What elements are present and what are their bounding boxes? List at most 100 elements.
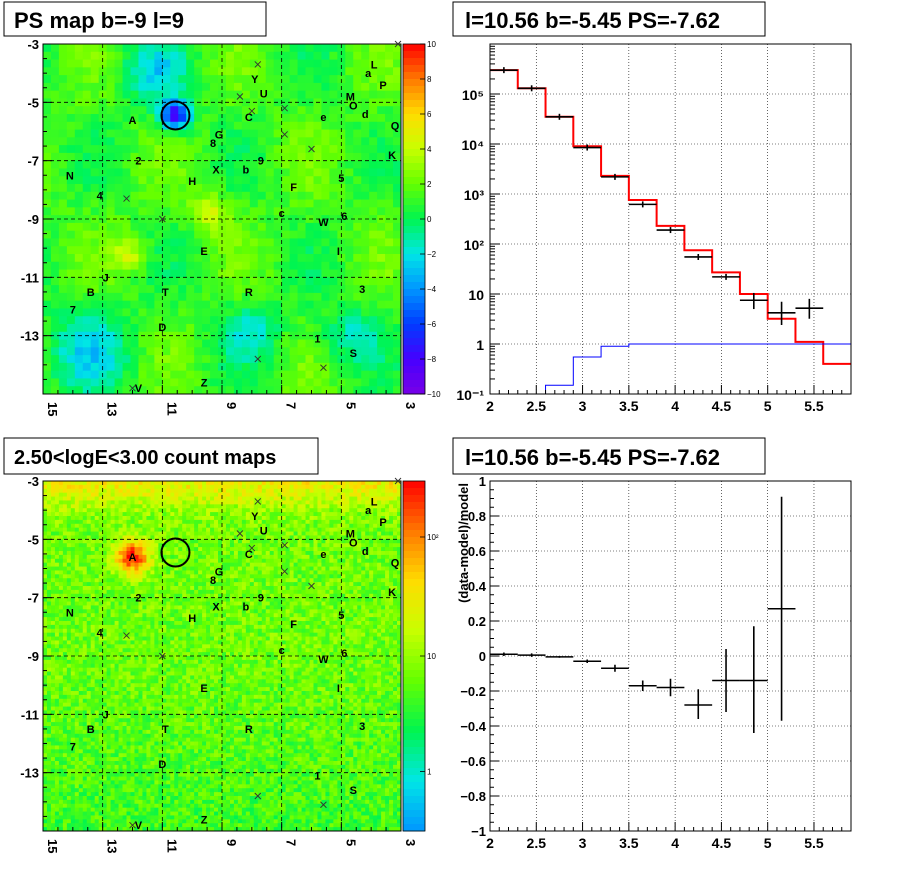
model-total-histogram	[490, 69, 851, 365]
x-marker	[129, 384, 136, 392]
source-label: 5	[338, 173, 344, 185]
map-x-tick-label: 13	[105, 839, 120, 853]
source-label: Z	[201, 377, 208, 389]
source-label: Z	[201, 814, 208, 826]
y-tick-label: 0.2	[468, 614, 486, 629]
x-tick-label: 5.5	[804, 398, 824, 414]
source-label: D	[158, 759, 166, 771]
x-marker	[320, 801, 327, 809]
source-label: 3	[359, 284, 365, 296]
map-x-tick-label: 7	[284, 402, 299, 409]
data-point	[545, 113, 574, 120]
source-label: V	[135, 820, 143, 832]
map-grid	[43, 44, 401, 394]
source-label: H	[188, 176, 196, 188]
title-map2: 2.50<logE<3.00 count maps	[14, 447, 276, 469]
residual-ticks	[489, 480, 852, 832]
map-x-tick-label: 3	[403, 839, 418, 846]
x-marker	[248, 544, 256, 552]
source-label: e	[320, 112, 326, 124]
x-tick-label: 4.5	[712, 398, 732, 414]
data-point	[656, 227, 685, 234]
source-label: T	[162, 287, 169, 299]
residual-panel: 2 2.5 3 3.5 4 4.5 5 5.5 1 0.8 0.6 0.4 0.2 0 −0.2 −0.4 −0…	[456, 474, 852, 851]
colorbar-tick-label: 2	[427, 180, 432, 189]
colorbar-tick-label: −4	[427, 285, 437, 294]
y-tick-label: 0	[479, 649, 486, 664]
source-label: 8	[210, 575, 216, 587]
spectrum-panel: 2 2.5 3 3.5 4 4.5 5 5.5 10⁻¹ 1 10 10² 10³ 10⁴ 10⁵	[456, 43, 852, 414]
colorbar-tick-label: −8	[427, 355, 437, 364]
colorbar-tick-label: −2	[427, 250, 437, 259]
y-tick-label: 10⁴	[462, 137, 485, 153]
x-marker	[236, 93, 244, 100]
residual-point	[601, 664, 629, 672]
map-y-tick-label: -5	[27, 532, 39, 547]
source-markers	[123, 477, 402, 829]
source-label: a	[365, 68, 372, 80]
residual-point	[684, 689, 713, 719]
source-label: T	[162, 724, 169, 736]
map-y-tick-label: -9	[27, 212, 39, 227]
source-label: W	[318, 217, 329, 229]
source-label: c	[279, 645, 285, 657]
source-label: C	[245, 549, 253, 561]
source-label: 5	[338, 610, 344, 622]
x-tick-label: 3	[579, 835, 587, 851]
spectrum-grid	[490, 44, 851, 394]
x-marker	[308, 582, 315, 590]
source-label: I	[337, 683, 340, 695]
source-label: E	[200, 246, 207, 258]
y-tick-label: −0.6	[460, 754, 486, 769]
source-label: 2	[135, 156, 141, 168]
source-label: 9	[258, 156, 264, 168]
map-y-tick-label: -11	[21, 270, 39, 285]
map-ticks	[42, 480, 402, 832]
source-label: 1	[314, 334, 320, 346]
source-label: S	[350, 348, 357, 360]
source-label: 6	[341, 648, 347, 660]
source-label: 7	[70, 304, 76, 316]
x-marker	[236, 530, 244, 537]
title-box-spec2: l=10.56 b=-5.45 PS=-7.62	[452, 437, 766, 475]
x-tick-label: 2	[486, 398, 494, 414]
colorbar-tick-label: 8	[427, 75, 432, 84]
map-y-tick-label: -7	[27, 154, 39, 169]
source-label: a	[365, 505, 372, 517]
residual-point	[712, 649, 740, 712]
map-x-tick-label: 13	[105, 402, 120, 416]
source-label: 9	[258, 593, 264, 605]
title-box-spec1: l=10.56 b=-5.45 PS=-7.62	[452, 1, 766, 37]
map-image	[43, 44, 401, 394]
residual-point	[628, 680, 657, 691]
colorbar-tick-label: −6	[427, 320, 437, 329]
y-tick-label: 10²	[464, 237, 485, 253]
map-x-tick-label: 9	[224, 839, 239, 846]
map-y-tick-label: -13	[20, 766, 39, 781]
data-point	[767, 301, 796, 325]
x-tick-label: 2	[486, 835, 494, 851]
source-label: M	[346, 92, 355, 104]
x-marker	[281, 568, 288, 575]
residual-grid	[490, 481, 851, 831]
x-marker	[281, 104, 288, 112]
x-tick-label: 2.5	[527, 835, 547, 851]
source-label: G	[215, 566, 224, 578]
data-point	[795, 298, 824, 319]
source-label: 7	[70, 741, 76, 753]
source-label: O	[349, 537, 358, 549]
map-x-tick-label: 15	[45, 402, 60, 416]
colorbar-tick-label: 1	[427, 768, 432, 777]
source-label: P	[379, 517, 386, 529]
source-label: R	[245, 724, 253, 736]
colorbar-tick-label: 4	[427, 145, 432, 154]
source-label: R	[245, 287, 253, 299]
colorbar-tick-label: −10	[427, 390, 441, 399]
source-label: b	[242, 601, 249, 613]
map-ticks	[42, 43, 402, 395]
source-label: K	[388, 587, 396, 599]
source-label: 6	[341, 211, 347, 223]
y-tick-label: 0.8	[468, 509, 486, 524]
